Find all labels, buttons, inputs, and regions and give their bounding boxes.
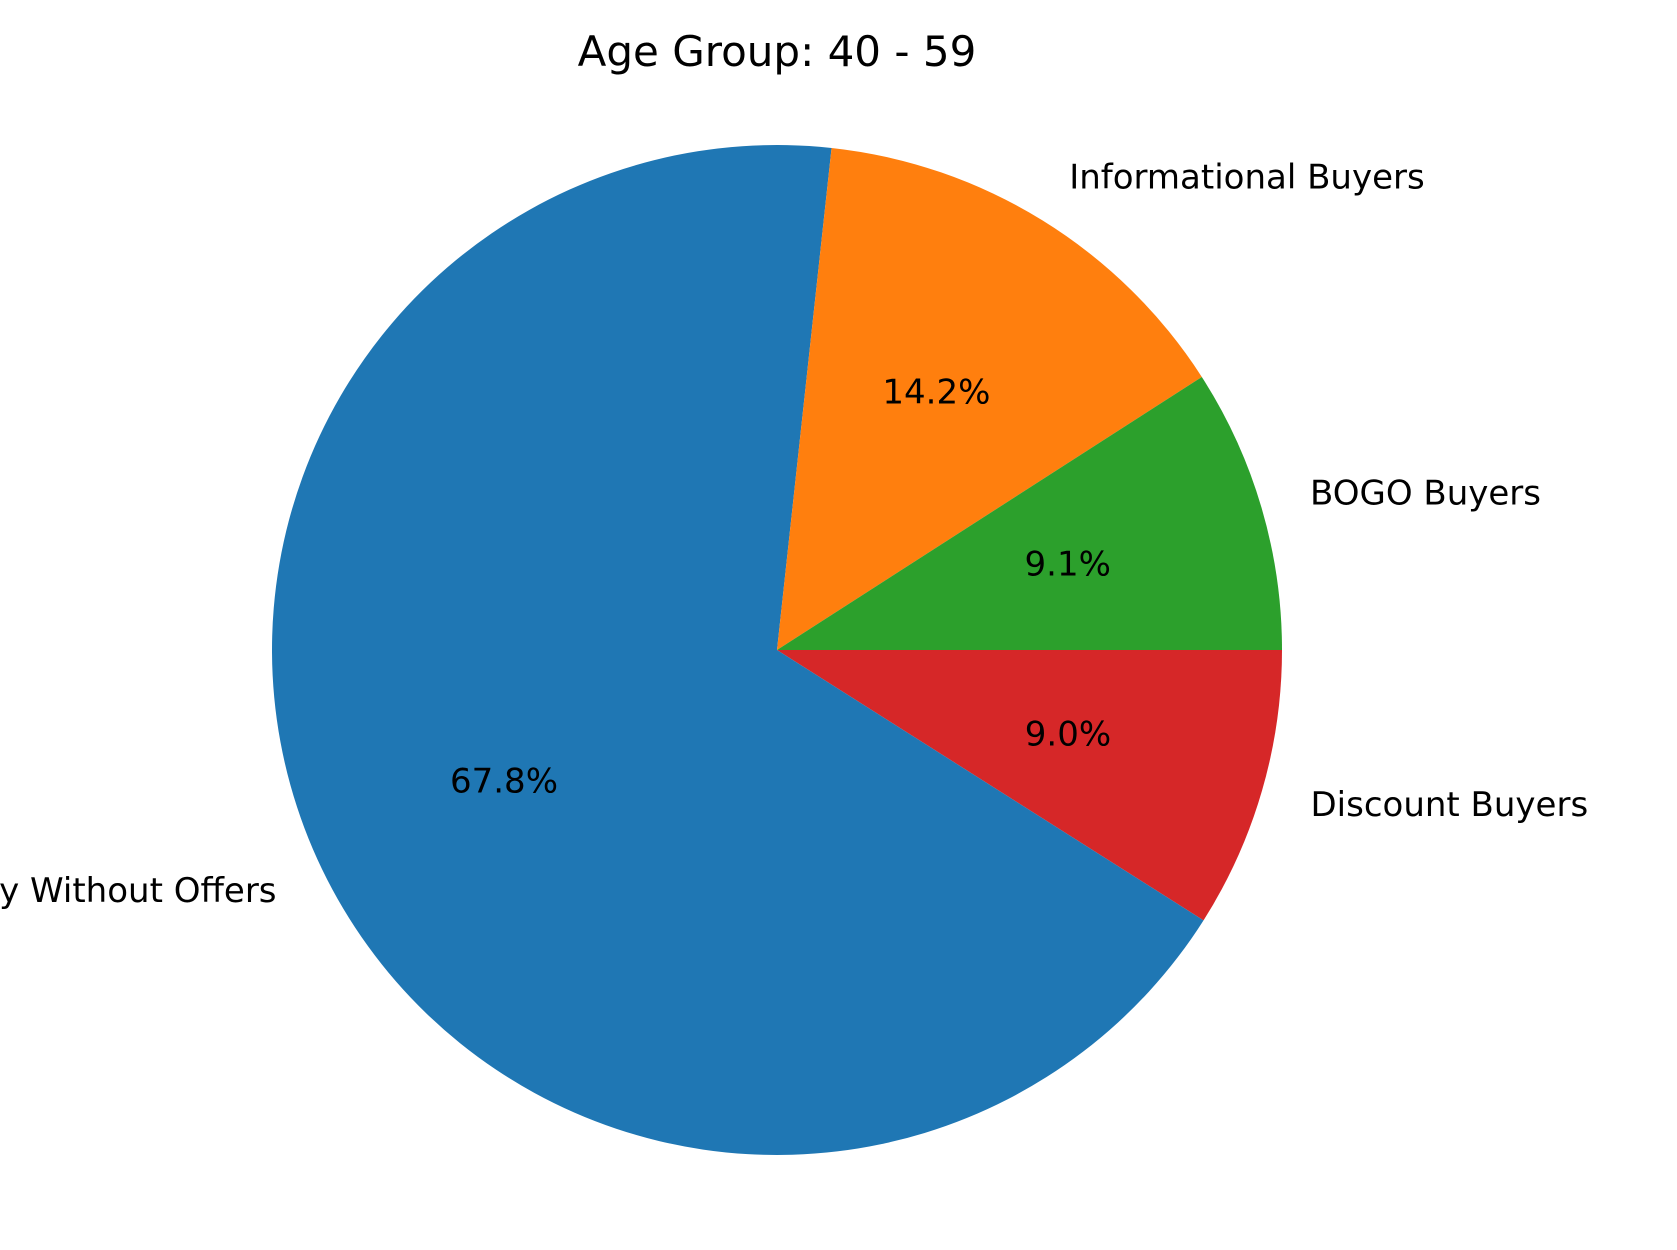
pie-category-label: Discount Buyers bbox=[1310, 785, 1588, 825]
pie-percent-label: 9.1% bbox=[1025, 545, 1111, 585]
pie-category-label: BOGO Buyers bbox=[1310, 473, 1541, 513]
pie-labels: 9.0% Discount Buyers 67.8% Buy Without Offe… bbox=[0, 158, 1588, 911]
pie-category-label: Buy Without Offers bbox=[0, 871, 277, 911]
pie-slice-informational-buyers bbox=[777, 147, 1202, 650]
pie-slice-bogo-buyers bbox=[777, 376, 1282, 650]
pie-slice-buy-without-offers bbox=[272, 144, 1204, 1155]
pie-percent-label: 9.0% bbox=[1025, 714, 1111, 754]
pie-category-label: Informational Buyers bbox=[1069, 158, 1425, 198]
pie-slice-discount-buyers bbox=[777, 650, 1282, 921]
pie-slices bbox=[272, 144, 1282, 1155]
pie-percent-label: 67.8% bbox=[450, 761, 558, 801]
chart-title: Age Group: 40 - 59 bbox=[578, 27, 977, 76]
pie-percent-label: 14.2% bbox=[882, 372, 990, 412]
